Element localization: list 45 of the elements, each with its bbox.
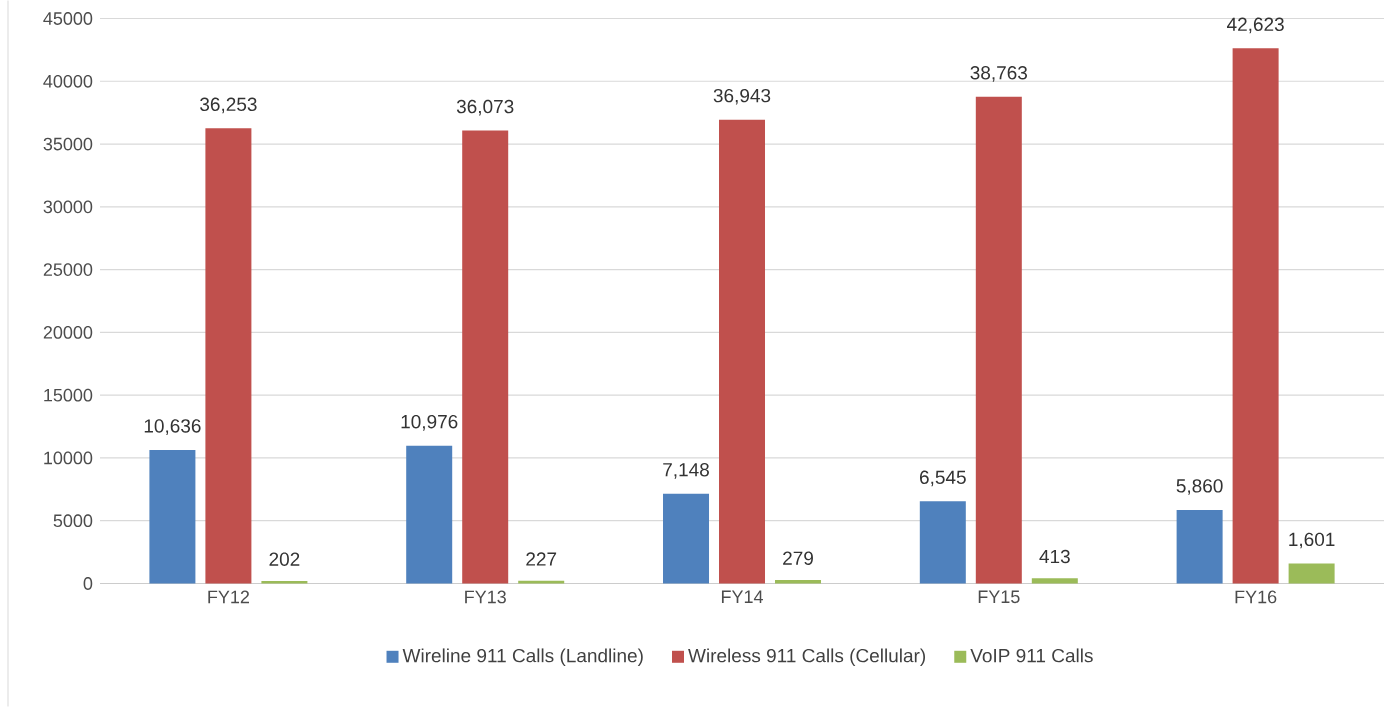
bar	[975, 96, 1022, 584]
x-tick-label: FY13	[465, 590, 506, 604]
legend-label: Wireless 911 Calls (Cellular)	[688, 648, 926, 667]
data-label: 36,253	[200, 97, 257, 114]
data-label: 10,636	[144, 419, 201, 435]
data-label: 279	[783, 551, 813, 565]
data-label: 7,148	[663, 462, 709, 479]
bar	[406, 445, 453, 584]
y-tick-label: 5000	[53, 514, 93, 528]
y-tick-label: 30000	[43, 200, 93, 214]
data-label: 36,073	[456, 99, 514, 116]
y-tick-label: 20000	[43, 326, 93, 339]
legend-label: VoIP 911 Calls	[970, 648, 1093, 663]
data-label: 38,763	[970, 66, 1028, 82]
data-label: 202	[269, 552, 300, 566]
data-label: 227	[526, 552, 557, 566]
y-tick-label: 10000	[44, 451, 93, 465]
data-label: 6,545	[920, 470, 966, 487]
data-label: 1,601	[1289, 532, 1335, 549]
data-label: 10,976	[401, 414, 458, 431]
y-tick-label: 40000	[43, 74, 93, 88]
data-label: 413	[1039, 549, 1070, 564]
y-tick-label: 15000	[44, 388, 93, 402]
data-label: 36,943	[713, 88, 771, 105]
bar	[1288, 563, 1335, 584]
bar	[205, 128, 252, 584]
data-label: 5,860	[1176, 479, 1223, 495]
bar	[1232, 48, 1279, 584]
bar	[149, 449, 196, 584]
x-tick-label: FY15	[978, 590, 1020, 604]
x-tick-label: FY16	[1235, 590, 1277, 604]
bar	[663, 493, 710, 584]
x-tick-label: FY12	[208, 590, 249, 604]
data-label: 42,623	[1227, 17, 1284, 34]
y-tick-label: 0	[83, 577, 93, 590]
bar	[1176, 509, 1223, 584]
y-tick-label: 25000	[43, 263, 93, 276]
bar	[719, 119, 766, 584]
legend-label: Wireline 911 Calls (Landline)	[402, 648, 643, 667]
y-tick-label: 35000	[43, 137, 93, 151]
bar	[462, 130, 509, 584]
x-tick-label: FY14	[721, 590, 763, 603]
y-tick-label: 45000	[43, 12, 93, 25]
bar	[1031, 578, 1078, 584]
bar	[919, 501, 966, 584]
